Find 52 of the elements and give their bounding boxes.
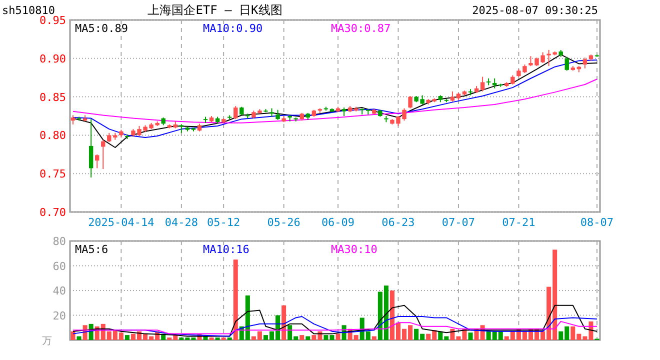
x-tick-label: 08-07 <box>580 216 614 229</box>
text: MA30:10 <box>331 243 378 256</box>
bar <box>70 331 76 340</box>
y-tick-label: 40 <box>52 284 66 298</box>
candlestick <box>480 76 485 92</box>
x-tick-label: 06-09 <box>321 216 355 229</box>
candlestick <box>492 78 497 89</box>
bar <box>282 305 286 340</box>
y-tick-label: 0.85 <box>40 90 66 104</box>
candlestick <box>582 57 588 69</box>
chart-title: 上海国企ETF — 日K线图 <box>148 3 282 17</box>
x-tick-label: 05-26 <box>267 216 300 229</box>
candlestick <box>94 154 100 169</box>
candlestick <box>408 96 412 109</box>
y-axis-title: 万 <box>42 336 52 347</box>
candlestick <box>234 106 238 120</box>
bar <box>300 335 304 340</box>
y-tick-label: 0.70 <box>40 206 66 219</box>
y-tick-label: 0.90 <box>40 52 66 66</box>
text: sh510810 <box>2 4 55 17</box>
x-tick-label: 04-28 <box>164 216 198 229</box>
bar <box>76 336 82 340</box>
y-tick-label: 0.95 <box>40 14 66 27</box>
y-tick-label: 80 <box>52 235 66 248</box>
bar <box>306 336 310 340</box>
candlestick <box>70 114 76 125</box>
x-tick-label: 07-21 <box>502 216 536 229</box>
x-tick-label: 07-07 <box>442 216 476 229</box>
bar <box>233 260 238 340</box>
line-series <box>72 78 598 124</box>
bar <box>372 336 376 340</box>
x-tick-label: 06-23 <box>382 216 415 229</box>
bar <box>336 334 340 340</box>
x-tick-label: 05-12 <box>207 216 240 229</box>
y-tick-label: 0.75 <box>40 168 66 181</box>
y-tick-label: 0.80 <box>40 129 66 142</box>
y-tick-label: 20 <box>52 309 66 322</box>
candlestick <box>88 118 94 178</box>
bar <box>124 335 130 340</box>
text: 2025-08-07 09:30:25 <box>472 4 598 17</box>
text: MA30:0.87 <box>331 22 391 35</box>
candlestick <box>564 56 569 72</box>
line-series <box>72 304 598 337</box>
text: MA10:16 <box>203 243 250 256</box>
y-tick-label: 60 <box>52 260 66 273</box>
bar <box>468 332 473 340</box>
x-tick-label: 2025-04-14 <box>88 216 155 229</box>
line-series <box>72 320 598 334</box>
text: MA5:0.89 <box>75 22 128 35</box>
text: MA10:0.90 <box>203 22 263 35</box>
candlestick <box>276 109 280 120</box>
text: MA5:6 <box>75 243 108 256</box>
